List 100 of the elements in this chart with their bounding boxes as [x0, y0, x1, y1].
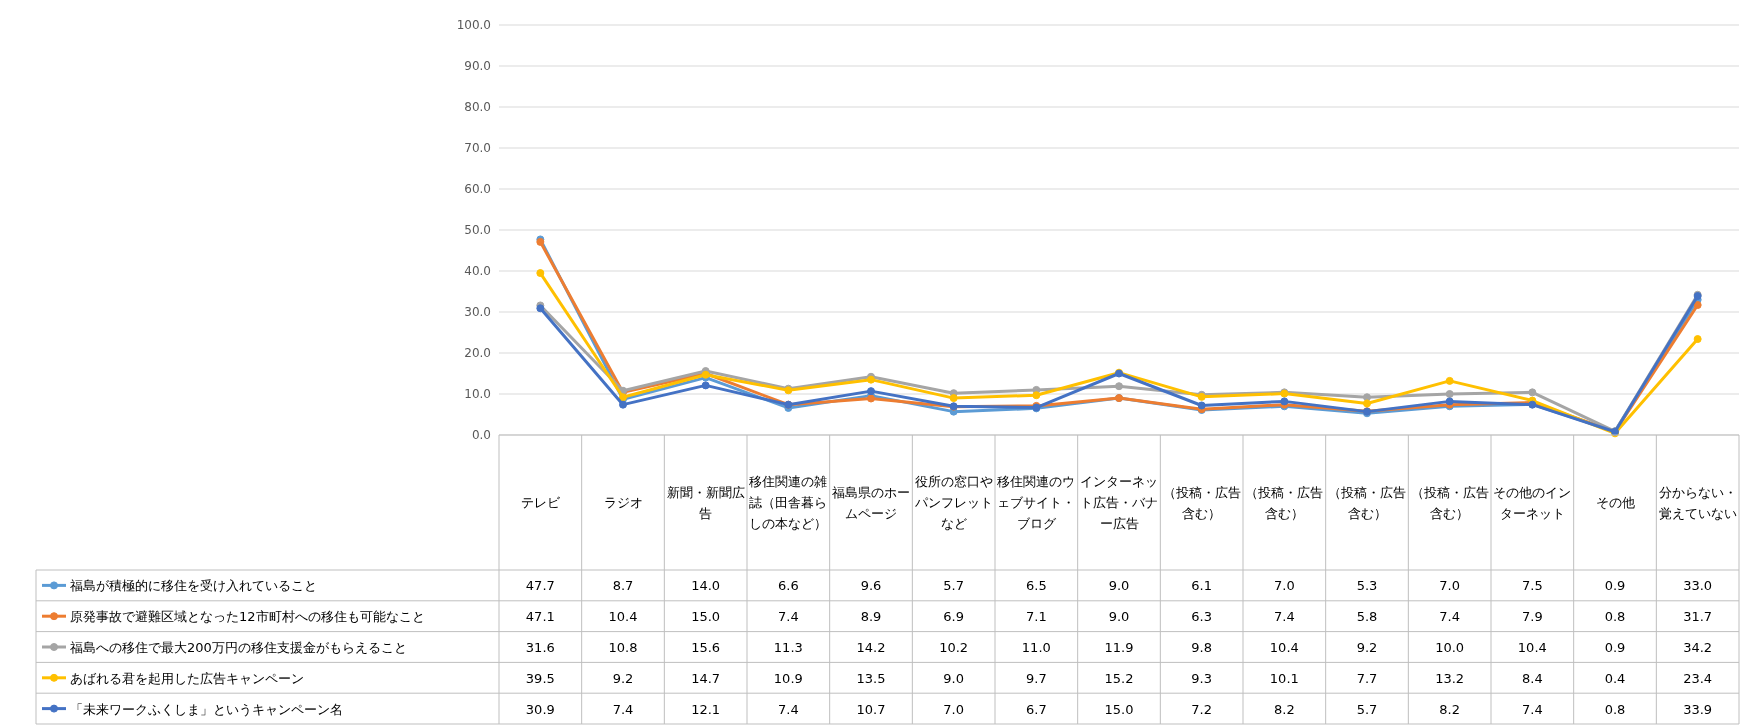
data-label: 10.4: [1517, 640, 1547, 655]
data-label: 6.9: [943, 609, 965, 625]
data-label: 7.9: [1521, 609, 1543, 625]
data-label: 9.8: [1191, 640, 1213, 655]
x-tick-label: テレビ: [520, 495, 561, 510]
data-label: 9.7: [1025, 670, 1047, 686]
data-label: 31.6: [525, 640, 555, 655]
data-label: 14.7: [691, 670, 721, 686]
x-tick-label: （投稿・広告含む）: [1245, 484, 1324, 521]
y-tick-label: 0.0: [471, 428, 491, 442]
data-label: 0.8: [1604, 609, 1626, 625]
data-label: 10.4: [1269, 640, 1299, 655]
legend-label: 福島が積極的に移住を受け入れていること: [70, 578, 317, 594]
x-tick-label: 移住関連のウェブサイト・ブログ: [997, 474, 1076, 531]
y-tick-label: 70.0: [464, 141, 491, 155]
legend-label: 福島への移住で最大200万円の移住支援金がもらえること: [70, 640, 407, 655]
data-label: 13.2: [1435, 670, 1465, 686]
data-label: 7.0: [1273, 578, 1295, 594]
data-label: 7.4: [777, 609, 799, 625]
data-label: 11.9: [1104, 640, 1134, 655]
data-label: 10.8: [608, 640, 638, 655]
data-label: 10.7: [856, 701, 886, 717]
data-label: 5.3: [1356, 578, 1378, 594]
data-label: 13.5: [856, 670, 886, 686]
data-label: 6.6: [777, 578, 799, 594]
legend-label: 原発事故で避難区域となった12市町村への移住も可能なこと: [70, 609, 425, 625]
data-label: 47.1: [525, 609, 555, 625]
x-tick-label: その他: [1595, 495, 1635, 510]
x-tick-label: （投稿・広告含む）: [1162, 484, 1241, 521]
data-label: 5.8: [1356, 609, 1378, 625]
data-label: 8.4: [1521, 670, 1543, 686]
data-label: 10.1: [1269, 670, 1299, 686]
data-label: 10.0: [1435, 640, 1465, 655]
y-tick-label: 90.0: [464, 59, 491, 73]
x-tick-label: （投稿・広告含む）: [1410, 484, 1489, 521]
data-label: 9.6: [860, 578, 882, 594]
y-tick-label: 30.0: [464, 305, 491, 319]
data-label: 7.7: [1356, 670, 1378, 686]
x-tick-label: 移住関連の雑誌（田舎暮らしの本など）: [749, 474, 828, 531]
data-label: 5.7: [943, 578, 965, 594]
data-label: 6.1: [1191, 578, 1213, 594]
data-label: 7.2: [1191, 701, 1213, 717]
data-label: 9.0: [1108, 609, 1130, 625]
data-label: 0.9: [1604, 578, 1626, 594]
data-label: 8.9: [860, 609, 882, 625]
data-label: 9.3: [1191, 670, 1213, 686]
data-label: 23.4: [1683, 670, 1713, 686]
data-label: 33.9: [1683, 701, 1713, 717]
legend-label: 「未来ワークふくしま」というキャンペーン名: [70, 701, 343, 717]
data-label: 33.0: [1683, 578, 1713, 594]
data-label: 7.4: [777, 701, 799, 717]
x-tick-label: 分からない・覚えていない: [1658, 484, 1737, 521]
x-tick-label: ラジオ: [603, 495, 643, 510]
y-tick-label: 60.0: [464, 182, 491, 196]
y-tick-label: 50.0: [464, 223, 491, 237]
data-label: 9.0: [943, 670, 965, 686]
data-label: 14.2: [856, 640, 886, 655]
data-label: 7.0: [1439, 578, 1461, 594]
data-label: 7.4: [1439, 609, 1461, 625]
y-tick-label: 100.0: [456, 18, 491, 32]
data-label: 6.5: [1025, 578, 1047, 594]
data-label: 47.7: [525, 578, 555, 594]
data-label: 0.8: [1604, 701, 1626, 717]
y-tick-label: 40.0: [464, 264, 491, 278]
y-tick-label: 20.0: [464, 346, 491, 360]
data-label: 9.2: [612, 670, 634, 686]
data-label: 7.4: [1521, 701, 1543, 717]
x-tick-label: 役所の窓口やパンフレットなど: [913, 474, 993, 531]
y-tick-label: 10.0: [464, 387, 491, 401]
data-label: 7.4: [612, 701, 634, 717]
data-label: 8.7: [612, 578, 634, 594]
data-label: 8.2: [1273, 701, 1295, 717]
data-label: 10.2: [939, 640, 969, 655]
data-label: 15.0: [1104, 701, 1134, 717]
data-label: 31.7: [1683, 609, 1713, 625]
data-label: 10.4: [608, 609, 638, 625]
data-label: 7.1: [1025, 609, 1047, 625]
data-label: 5.7: [1356, 701, 1378, 717]
data-label: 30.9: [525, 701, 555, 717]
data-label: 11.0: [1021, 640, 1051, 655]
data-label: 9.2: [1356, 640, 1378, 655]
x-tick-label: インターネット広告・バナー広告: [1080, 474, 1158, 531]
data-label: 11.3: [773, 640, 803, 655]
data-label: 12.1: [691, 701, 721, 717]
data-label: 15.0: [691, 609, 721, 625]
x-tick-label: 福島県のホームページ: [832, 484, 910, 521]
data-label: 0.4: [1604, 670, 1626, 686]
y-tick-label: 80.0: [464, 100, 491, 114]
data-label: 0.9: [1604, 640, 1626, 655]
data-label: 34.2: [1683, 640, 1713, 655]
x-tick-label: 新聞・新聞広告: [666, 484, 745, 521]
data-label: 15.2: [1104, 670, 1134, 686]
data-label: 6.3: [1191, 609, 1213, 625]
legend-label: あばれる君を起用した広告キャンペーン: [70, 670, 304, 686]
data-label: 9.0: [1108, 578, 1130, 594]
data-label: 8.2: [1439, 701, 1461, 717]
data-label: 10.9: [773, 670, 803, 686]
data-label: 7.5: [1521, 578, 1543, 594]
data-label: 39.5: [525, 670, 555, 686]
data-label: 7.4: [1273, 609, 1295, 625]
